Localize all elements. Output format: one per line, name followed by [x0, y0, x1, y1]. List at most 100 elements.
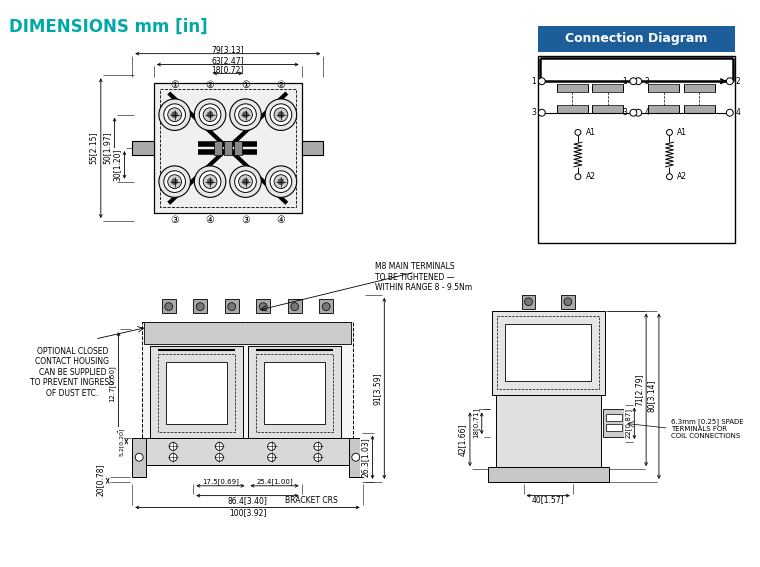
Bar	[488, 467, 609, 482]
Bar	[160, 89, 296, 207]
Bar	[505, 324, 591, 381]
Circle shape	[265, 166, 296, 197]
Bar	[142, 323, 353, 465]
Circle shape	[575, 174, 581, 180]
Bar	[158, 354, 235, 431]
Circle shape	[667, 129, 673, 136]
Bar	[557, 105, 587, 113]
Text: ④: ④	[206, 215, 214, 225]
Text: 25.4[1.00]: 25.4[1.00]	[256, 479, 293, 485]
Circle shape	[235, 104, 256, 125]
Text: 55[2.15]: 55[2.15]	[89, 132, 98, 164]
Circle shape	[524, 298, 533, 306]
Text: 20[0.78]: 20[0.78]	[96, 463, 105, 496]
Circle shape	[274, 175, 288, 188]
Text: 30[1.20]: 30[1.20]	[112, 149, 122, 181]
Text: M8 MAIN TERMINALS
TO BE TIGHTENED —
WITHIN RANGE 8 - 9.5Nm: M8 MAIN TERMINALS TO BE TIGHTENED — WITH…	[375, 263, 473, 292]
Circle shape	[168, 175, 182, 188]
Circle shape	[265, 99, 296, 130]
Circle shape	[164, 104, 185, 125]
Circle shape	[270, 171, 292, 192]
Bar	[288, 299, 302, 312]
Bar	[193, 299, 207, 312]
Circle shape	[322, 303, 330, 311]
Circle shape	[727, 78, 733, 84]
Circle shape	[630, 109, 637, 116]
Text: ②: ②	[206, 80, 214, 90]
Bar	[684, 84, 714, 92]
Bar	[144, 323, 351, 344]
Text: A1: A1	[586, 128, 596, 137]
Text: 18[0.72]: 18[0.72]	[211, 65, 244, 74]
Text: BRACKET CRS: BRACKET CRS	[285, 496, 337, 505]
Circle shape	[635, 78, 641, 84]
Bar	[606, 414, 622, 421]
Circle shape	[274, 108, 288, 121]
Bar	[132, 141, 154, 155]
Circle shape	[242, 112, 249, 117]
Text: 63[2.47]: 63[2.47]	[211, 56, 244, 65]
Text: 86.4[3.40]: 86.4[3.40]	[227, 496, 268, 505]
Bar	[319, 299, 333, 312]
Circle shape	[207, 112, 213, 117]
Circle shape	[199, 104, 221, 125]
Circle shape	[168, 108, 182, 121]
Bar	[166, 362, 226, 424]
Circle shape	[235, 171, 256, 192]
Circle shape	[172, 179, 178, 185]
Text: 6.3mm [0.25] SPADE
TERMINALS FOR
COIL CONNECTIONS: 6.3mm [0.25] SPADE TERMINALS FOR COIL CO…	[671, 418, 743, 438]
Text: 79[3.13]: 79[3.13]	[211, 45, 244, 54]
Circle shape	[239, 108, 252, 121]
Bar	[224, 141, 232, 155]
Bar	[162, 299, 176, 312]
Bar	[264, 362, 325, 424]
Text: ③: ③	[170, 215, 179, 225]
Text: 26.3[1.03]: 26.3[1.03]	[360, 437, 369, 477]
Text: 42[1.66]: 42[1.66]	[458, 423, 467, 455]
Text: A2: A2	[677, 172, 687, 181]
Text: ④: ④	[277, 215, 285, 225]
Text: A1: A1	[677, 128, 687, 137]
Text: ②: ②	[277, 80, 285, 90]
Circle shape	[216, 442, 223, 450]
Circle shape	[242, 179, 249, 185]
Text: 17.5[0.69]: 17.5[0.69]	[202, 479, 239, 485]
Circle shape	[169, 454, 177, 462]
Text: OPTIONAL CLOSED
CONTACT HOUSING
CAN BE SUPPLIED
TO PREVENT INGRESS
OF DUST ETC.: OPTIONAL CLOSED CONTACT HOUSING CAN BE S…	[30, 347, 114, 397]
Bar	[521, 295, 535, 308]
Circle shape	[199, 171, 221, 192]
Bar	[648, 84, 679, 92]
Text: 100[3.92]: 100[3.92]	[229, 508, 266, 517]
Circle shape	[575, 129, 581, 136]
Circle shape	[159, 166, 191, 197]
Text: 2: 2	[736, 77, 740, 86]
Bar	[603, 409, 625, 437]
Text: 12.7[0.50]: 12.7[0.50]	[109, 365, 116, 402]
Text: 91[3.59]: 91[3.59]	[372, 372, 382, 405]
Text: 3: 3	[531, 108, 536, 117]
Bar	[154, 83, 302, 213]
Circle shape	[538, 109, 545, 116]
Bar	[593, 105, 623, 113]
Bar	[684, 105, 714, 113]
Text: 4: 4	[736, 108, 740, 117]
Circle shape	[216, 454, 223, 462]
Circle shape	[169, 442, 177, 450]
Circle shape	[268, 442, 276, 450]
Text: ①: ①	[170, 80, 179, 90]
Circle shape	[228, 303, 236, 311]
Circle shape	[159, 99, 191, 130]
Circle shape	[203, 108, 217, 121]
Bar	[593, 84, 623, 92]
Circle shape	[196, 303, 204, 311]
Circle shape	[135, 453, 143, 461]
Bar	[214, 141, 222, 155]
Circle shape	[164, 171, 185, 192]
Circle shape	[352, 453, 359, 461]
Text: DIMENSIONS mm [in]: DIMENSIONS mm [in]	[9, 18, 208, 36]
Circle shape	[230, 166, 261, 197]
Circle shape	[230, 99, 261, 130]
Text: 22[0.87]: 22[0.87]	[625, 408, 632, 438]
Bar	[561, 295, 575, 308]
Text: ①: ①	[241, 80, 250, 90]
